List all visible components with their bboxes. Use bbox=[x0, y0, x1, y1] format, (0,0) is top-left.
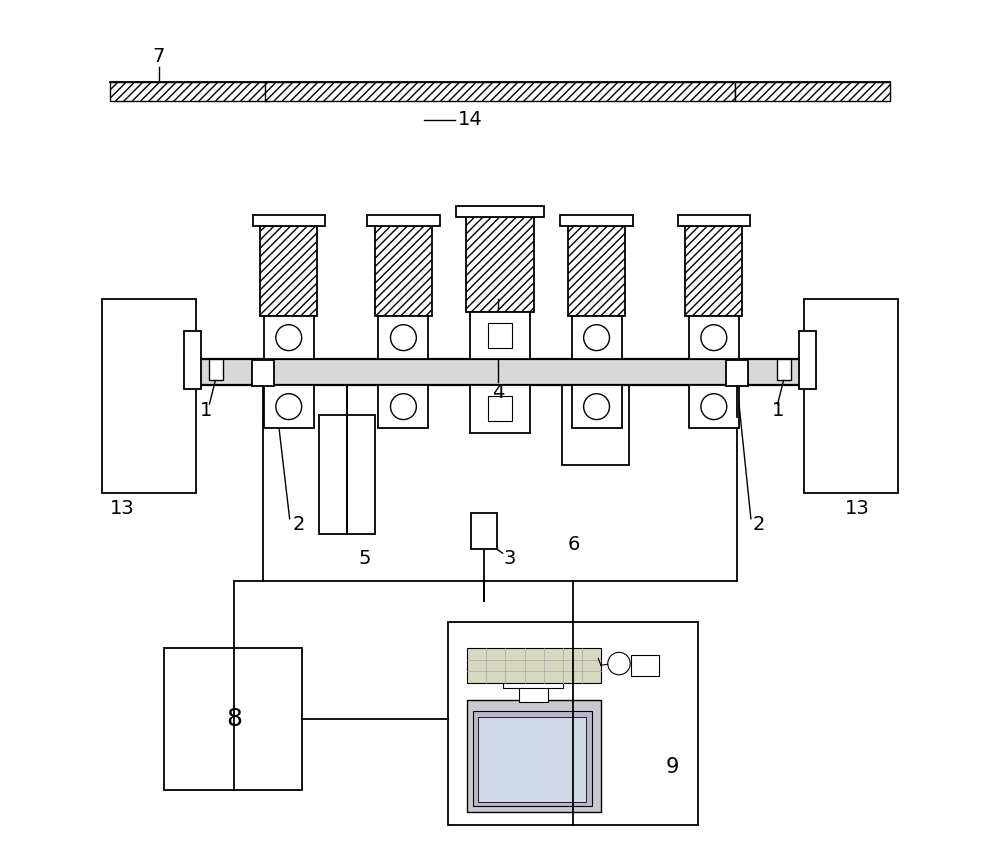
Bar bbox=[631, 655, 659, 676]
Bar bbox=[467, 700, 601, 812]
Bar bbox=[562, 381, 629, 465]
Bar bbox=[488, 324, 512, 348]
Circle shape bbox=[608, 652, 630, 675]
Bar bbox=[471, 513, 497, 549]
Bar bbox=[689, 316, 739, 359]
Text: 3: 3 bbox=[503, 549, 516, 568]
Bar bbox=[560, 215, 633, 226]
Bar bbox=[799, 330, 816, 389]
Bar bbox=[466, 217, 534, 311]
Circle shape bbox=[701, 324, 727, 350]
Bar bbox=[264, 316, 314, 359]
Bar bbox=[378, 316, 428, 359]
Circle shape bbox=[276, 324, 302, 350]
Bar bbox=[503, 679, 563, 688]
Bar bbox=[572, 385, 622, 428]
Bar bbox=[185, 359, 815, 385]
Bar bbox=[470, 385, 530, 432]
Text: 4: 4 bbox=[492, 383, 504, 402]
Bar bbox=[685, 226, 742, 316]
Text: 2: 2 bbox=[293, 516, 305, 535]
Text: 7: 7 bbox=[152, 47, 165, 66]
Circle shape bbox=[390, 394, 416, 420]
Bar bbox=[184, 330, 201, 389]
Bar bbox=[488, 396, 512, 421]
Bar bbox=[804, 298, 898, 493]
Bar bbox=[378, 385, 428, 428]
Bar bbox=[209, 359, 223, 380]
Bar bbox=[265, 81, 735, 100]
Bar bbox=[110, 81, 270, 100]
Text: 13: 13 bbox=[110, 499, 135, 518]
Bar bbox=[689, 385, 739, 428]
Bar bbox=[467, 648, 601, 682]
Bar bbox=[777, 359, 791, 380]
Bar bbox=[252, 360, 274, 386]
Bar bbox=[164, 648, 302, 791]
Text: 14: 14 bbox=[457, 110, 482, 129]
Bar bbox=[519, 686, 548, 702]
Text: 1: 1 bbox=[772, 401, 784, 420]
Text: 8: 8 bbox=[226, 707, 242, 731]
Text: 1: 1 bbox=[200, 401, 212, 420]
Bar bbox=[319, 415, 375, 535]
Bar bbox=[102, 298, 196, 493]
Bar bbox=[726, 360, 748, 386]
Bar bbox=[735, 81, 890, 100]
Bar bbox=[678, 215, 750, 226]
Text: 5: 5 bbox=[359, 549, 371, 568]
Circle shape bbox=[701, 394, 727, 420]
Bar bbox=[478, 717, 586, 802]
Bar bbox=[448, 622, 698, 825]
Bar bbox=[253, 215, 325, 226]
Circle shape bbox=[584, 394, 610, 420]
Circle shape bbox=[390, 324, 416, 350]
Text: 2: 2 bbox=[753, 516, 765, 535]
Bar bbox=[264, 385, 314, 428]
Text: 6: 6 bbox=[567, 535, 580, 554]
Circle shape bbox=[584, 324, 610, 350]
Circle shape bbox=[276, 394, 302, 420]
Bar bbox=[367, 215, 440, 226]
Bar bbox=[260, 226, 317, 316]
Bar bbox=[470, 311, 530, 359]
Bar bbox=[375, 226, 432, 316]
Bar bbox=[473, 711, 592, 806]
Text: 9: 9 bbox=[666, 757, 679, 777]
Bar bbox=[568, 226, 625, 316]
Text: 13: 13 bbox=[845, 499, 870, 518]
Bar bbox=[572, 316, 622, 359]
Bar bbox=[456, 206, 544, 217]
